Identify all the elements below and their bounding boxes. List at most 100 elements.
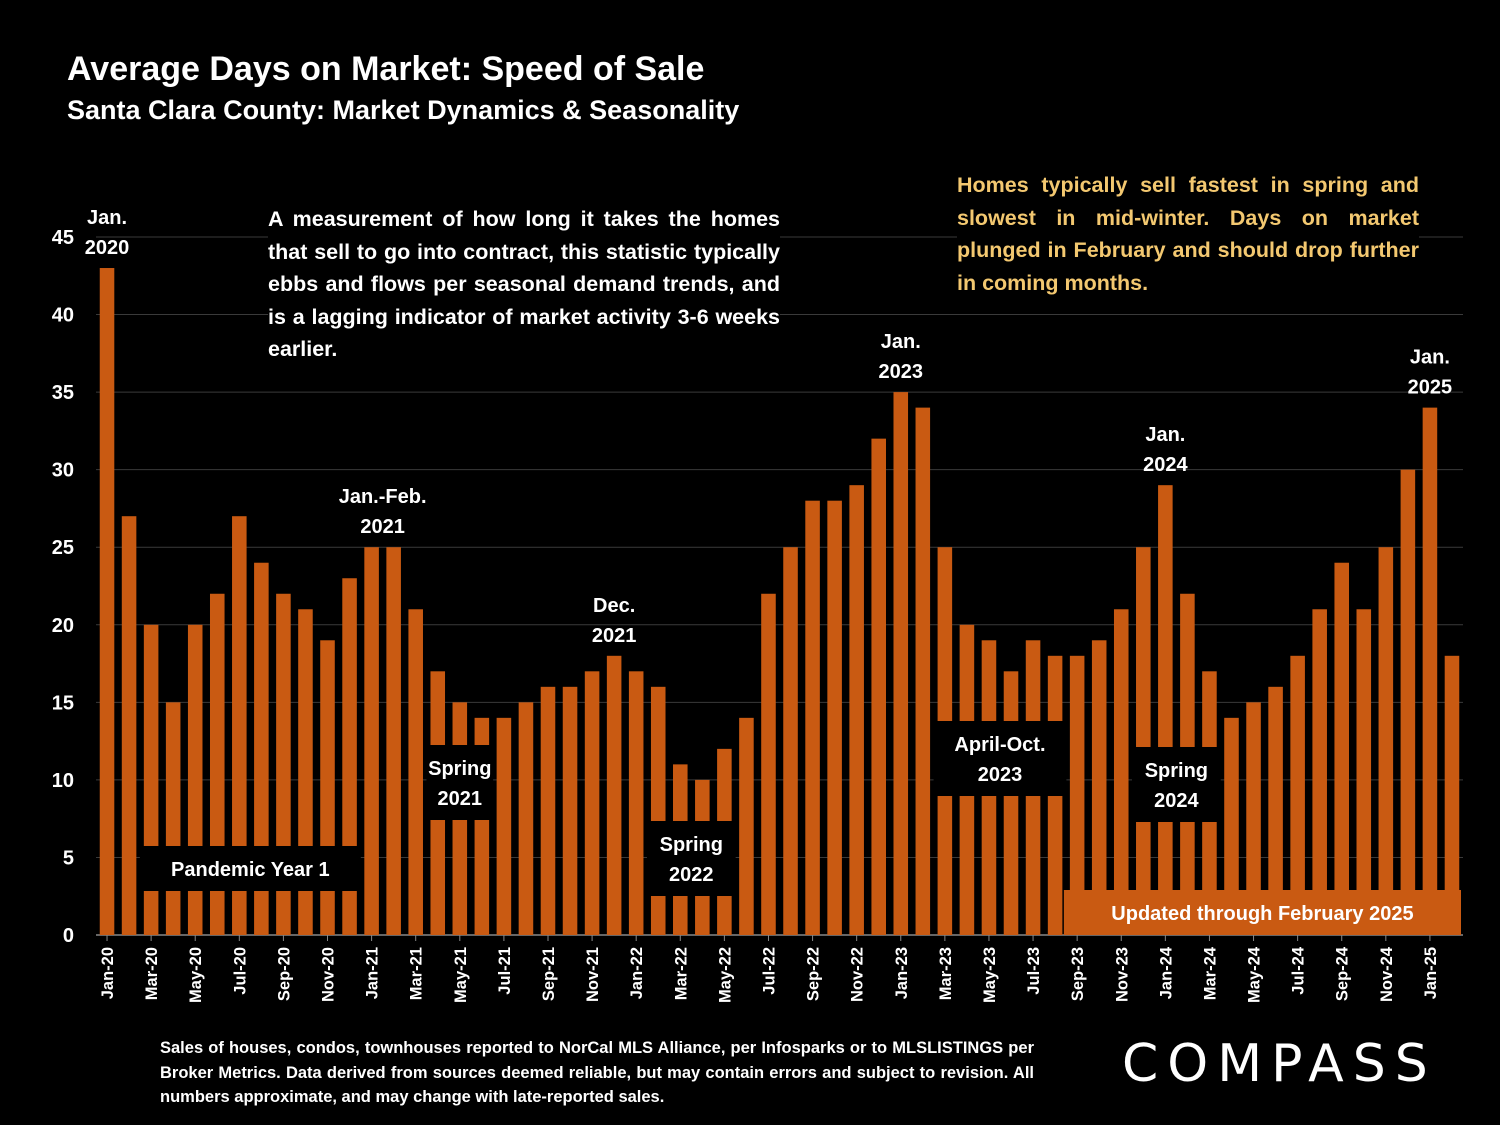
bar-Oct-22 bbox=[827, 500, 842, 935]
y-tick-label: 35 bbox=[52, 382, 74, 404]
bar-Mar-21 bbox=[408, 609, 423, 935]
season-label-text: 2023 bbox=[978, 764, 1023, 786]
bar-Apr-20 bbox=[165, 702, 181, 935]
bar-Jun-23 bbox=[1003, 671, 1019, 935]
source-footnote: Sales of houses, condos, townhouses repo… bbox=[160, 1039, 1034, 1106]
peak-annotation-label: Jan.-Feb. bbox=[339, 486, 427, 508]
x-tick-label: Mar-21 bbox=[408, 947, 426, 1000]
season-label-text: Spring bbox=[428, 758, 491, 780]
bar-Aug-22 bbox=[783, 547, 798, 935]
season-label-text: 2021 bbox=[438, 788, 483, 810]
season-label-box bbox=[1132, 747, 1221, 822]
bar-Jul-20 bbox=[232, 516, 247, 935]
x-axis-ticks: Jan-20 Mar-20 May-20 Jul-20 Sep-20 Nov-20 Jan-… bbox=[99, 935, 1440, 1003]
bar-Jan-25 bbox=[1422, 407, 1438, 936]
x-tick-label: Jul-20 bbox=[231, 947, 249, 995]
y-tick-label: 10 bbox=[52, 770, 74, 792]
x-tick-label: Mar-23 bbox=[937, 947, 955, 1000]
season-label-text: Spring bbox=[1145, 760, 1208, 782]
x-tick-label: Sep-23 bbox=[1069, 947, 1087, 1001]
bar-Jun-24 bbox=[1268, 686, 1283, 935]
x-tick-label: Mar-22 bbox=[672, 947, 690, 1000]
compass-logo: COMPASS bbox=[1122, 1034, 1437, 1094]
x-tick-label: Sep-22 bbox=[805, 947, 823, 1001]
season-label-text: Updated through February 2025 bbox=[1111, 903, 1413, 925]
bar-Dec-20 bbox=[342, 578, 357, 935]
bar-Jan-24 bbox=[1158, 485, 1173, 935]
season-label-box bbox=[1063, 890, 1461, 935]
x-tick-label: Jan-23 bbox=[893, 947, 911, 999]
x-tick-label: Nov-24 bbox=[1378, 946, 1396, 1002]
peak-annotation-label: 2025 bbox=[1408, 377, 1453, 399]
bar-Jan-20 bbox=[99, 268, 115, 935]
peak-annotation-label: 2021 bbox=[360, 516, 405, 538]
bar-Nov-24 bbox=[1378, 547, 1394, 935]
season-label-text: April-Oct. bbox=[954, 734, 1045, 756]
x-tick-label: May-23 bbox=[981, 947, 999, 1003]
x-tick-label: Nov-20 bbox=[320, 947, 338, 1002]
bar-Jan-23 bbox=[893, 392, 909, 936]
x-tick-label: Jan-24 bbox=[1157, 946, 1175, 999]
peak-annotation-label: 2024 bbox=[1143, 454, 1188, 476]
peak-annotation-label: Jan. bbox=[881, 331, 921, 353]
x-tick-label: Jan-20 bbox=[99, 947, 117, 999]
peak-annotation-label: Jan. bbox=[1145, 424, 1185, 446]
x-tick-label: Nov-22 bbox=[849, 947, 867, 1002]
y-tick-label: 25 bbox=[52, 537, 74, 559]
y-tick-label: 30 bbox=[52, 460, 74, 482]
x-tick-label: Jan-21 bbox=[364, 947, 382, 999]
bar-Nov-21 bbox=[584, 671, 600, 935]
season-label-text: Spring bbox=[660, 834, 723, 856]
bar-Aug-21 bbox=[518, 702, 534, 935]
chart-title: Average Days on Market: Speed of Sale bbox=[67, 50, 705, 88]
bar-Sep-22 bbox=[805, 500, 820, 935]
peak-annotation-label: Dec. bbox=[593, 595, 635, 617]
bar-Sep-24 bbox=[1334, 562, 1350, 935]
season-labels: Pandemic Year 1 Spring 2021 Spring 2022 April… bbox=[139, 721, 1461, 935]
bar-Sep-23 bbox=[1069, 655, 1085, 935]
x-tick-label: May-20 bbox=[187, 947, 205, 1003]
x-tick-label: Jul-24 bbox=[1290, 946, 1308, 995]
x-tick-label: Nov-21 bbox=[584, 947, 602, 1002]
y-tick-label: 20 bbox=[52, 615, 74, 637]
peak-annotations: Jan. 2020 Jan.-Feb. 2021 Dec. 2021 Jan. 2023 Jan… bbox=[85, 207, 1452, 647]
bar-Sep-21 bbox=[540, 686, 556, 935]
bar-Feb-22 bbox=[650, 686, 666, 935]
x-tick-label: May-22 bbox=[716, 947, 734, 1003]
peak-annotation-label: Jan. bbox=[87, 207, 127, 229]
x-tick-label: Mar-20 bbox=[143, 947, 161, 1000]
season-label-text: 2024 bbox=[1154, 790, 1199, 812]
peak-annotation-label: 2020 bbox=[85, 237, 130, 259]
x-tick-label: Mar-24 bbox=[1201, 946, 1219, 1000]
bar-Aug-20 bbox=[254, 562, 269, 935]
season-label-box bbox=[646, 821, 736, 896]
bar-Dec-24 bbox=[1400, 469, 1416, 935]
bar-Jan-22 bbox=[628, 671, 644, 935]
season-label-box bbox=[933, 721, 1067, 796]
bar-Oct-21 bbox=[562, 686, 578, 935]
y-axis-ticks: 0 5 10 15 20 25 30 35 40 45 bbox=[52, 227, 74, 947]
peak-annotation-label: 2021 bbox=[592, 625, 637, 647]
x-tick-label: Nov-23 bbox=[1113, 947, 1131, 1002]
bar-Aug-24 bbox=[1312, 609, 1327, 935]
bar-Jul-24 bbox=[1290, 655, 1305, 935]
y-tick-label: 45 bbox=[52, 227, 74, 249]
peak-annotation-label: 2023 bbox=[879, 361, 924, 383]
x-tick-label: Jul-23 bbox=[1025, 947, 1043, 995]
bar-Feb-25 bbox=[1444, 655, 1460, 935]
bar-Jan-21 bbox=[364, 547, 379, 935]
x-tick-label: Sep-21 bbox=[540, 947, 558, 1001]
y-tick-label: 40 bbox=[52, 305, 74, 327]
bar-Apr-24 bbox=[1224, 717, 1239, 935]
x-tick-label: Jan-25 bbox=[1422, 947, 1440, 999]
seasonality-note: Homes typically sell fastest in spring a… bbox=[957, 169, 1419, 299]
bar-Jul-22 bbox=[761, 593, 776, 935]
bar-Jun-22 bbox=[739, 717, 754, 935]
description-note: A measurement of how long it takes the h… bbox=[268, 203, 780, 366]
x-tick-label: Jul-21 bbox=[496, 947, 514, 995]
bar-May-24 bbox=[1246, 702, 1261, 935]
bar-Oct-23 bbox=[1091, 640, 1107, 935]
bars bbox=[99, 268, 1460, 936]
bar-Dec-22 bbox=[871, 438, 886, 935]
